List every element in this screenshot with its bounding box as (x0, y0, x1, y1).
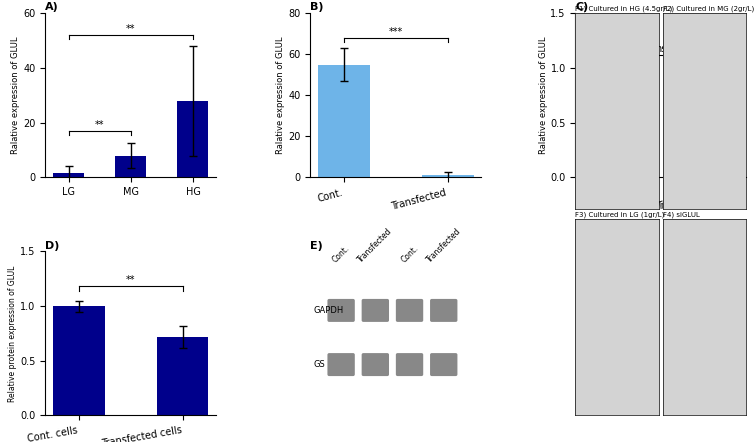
Bar (115, 156, 146, 177)
Bar (53, 306, 105, 415)
Bar (53, 173, 84, 177)
Text: F4) siGLUL: F4) siGLUL (663, 212, 700, 218)
Text: GAPDH: GAPDH (314, 306, 344, 315)
Text: F1) Cultured in HG (4.5gr/L): F1) Cultured in HG (4.5gr/L) (575, 5, 673, 12)
Text: **: ** (126, 24, 136, 34)
FancyBboxPatch shape (430, 353, 458, 376)
FancyBboxPatch shape (362, 299, 389, 322)
FancyBboxPatch shape (362, 353, 389, 376)
Y-axis label: Ralative expression of GLUL: Ralative expression of GLUL (277, 37, 286, 154)
Bar (177, 101, 209, 177)
Text: Transfected: Transfected (425, 227, 463, 264)
Y-axis label: Relative protein expression of GLUL: Relative protein expression of GLUL (8, 265, 17, 402)
FancyBboxPatch shape (327, 299, 355, 322)
Bar (687, 92, 739, 177)
Y-axis label: Ralative expression of GLUL: Ralative expression of GLUL (538, 37, 547, 154)
Text: C): C) (575, 3, 589, 12)
Text: B): B) (311, 3, 323, 12)
Bar (583, 73, 635, 177)
Text: A): A) (45, 3, 59, 12)
Text: Cont.: Cont. (331, 244, 351, 264)
Text: Cont.: Cont. (399, 244, 420, 264)
FancyBboxPatch shape (430, 299, 458, 322)
FancyBboxPatch shape (396, 353, 423, 376)
Text: ***: *** (389, 27, 403, 37)
Text: D): D) (45, 240, 60, 251)
FancyBboxPatch shape (396, 299, 423, 322)
Bar (318, 65, 370, 177)
Text: **: ** (95, 119, 104, 130)
Text: F3) Cultured in LG (1gr/L): F3) Cultured in LG (1gr/L) (575, 212, 665, 218)
Y-axis label: Ralative expression of GLUL: Ralative expression of GLUL (11, 37, 20, 154)
Text: **: ** (126, 275, 136, 285)
Text: Transfected: Transfected (357, 227, 394, 264)
Text: F2) Cultured in MG (2gr/L): F2) Cultured in MG (2gr/L) (663, 5, 754, 12)
Bar (421, 175, 474, 177)
FancyBboxPatch shape (327, 353, 355, 376)
Text: ns: ns (655, 44, 667, 54)
Bar (157, 337, 209, 415)
Text: GS: GS (314, 360, 326, 369)
Text: E): E) (311, 240, 323, 251)
